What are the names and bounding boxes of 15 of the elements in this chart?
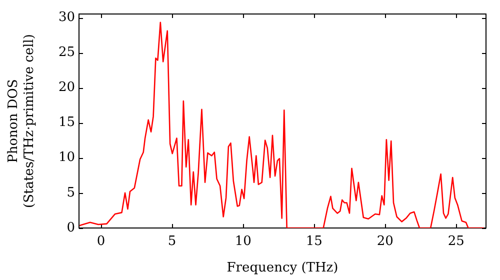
y-tick-label: 25 xyxy=(58,44,75,60)
y-tick-label: 20 xyxy=(58,80,75,96)
x-axis-title: Frequency (THz) xyxy=(226,260,338,276)
y-tick-label: 0 xyxy=(66,220,75,236)
y-axis-title: Phonon DOS (States/THz·primitive cell) xyxy=(6,34,37,208)
y-tick-label: 5 xyxy=(66,185,75,200)
y-tick-label: 30 xyxy=(58,10,75,25)
x-tick-label: 15 xyxy=(306,234,322,250)
x-tick-label: 20 xyxy=(376,234,394,250)
y-tick-label: 15 xyxy=(58,115,75,130)
x-tick-label: 10 xyxy=(234,234,252,250)
x-tick-label: 0 xyxy=(96,234,106,250)
y-tick-label: 10 xyxy=(58,150,75,166)
x-tick-label: 25 xyxy=(448,234,464,250)
x-tick-label: 5 xyxy=(168,234,176,250)
